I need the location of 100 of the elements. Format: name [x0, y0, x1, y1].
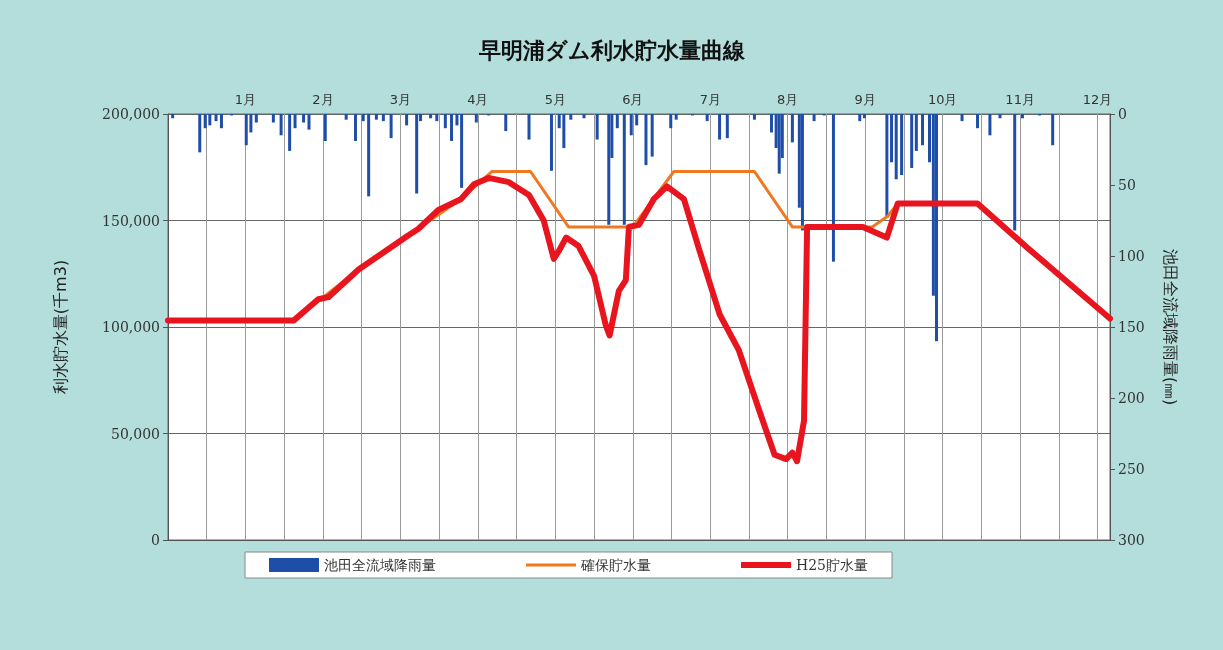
y2-axis-title: 池田全流域降雨量(㎜) — [1160, 248, 1180, 406]
bar — [405, 114, 409, 126]
bar — [203, 114, 207, 129]
bar — [800, 114, 804, 231]
bar — [674, 114, 678, 120]
bar — [831, 114, 835, 262]
x-tick-label: 4月 — [467, 92, 489, 107]
bar — [474, 114, 478, 123]
bar — [450, 114, 454, 141]
y-axis-title: 利水貯水量(千m3) — [50, 259, 70, 395]
bar — [858, 114, 862, 122]
x-tick-label: 1月 — [234, 92, 257, 107]
y-tick-label: 200,000 — [102, 106, 160, 122]
bar — [208, 114, 212, 126]
bar — [862, 114, 866, 119]
y-tick-label: 50,000 — [111, 425, 160, 442]
chart-title: 早明浦ダム利水貯水量曲線 — [477, 37, 746, 63]
bar — [777, 114, 781, 174]
bar — [293, 114, 297, 129]
bar — [582, 114, 586, 119]
bar — [460, 114, 464, 188]
bar — [998, 114, 1002, 119]
bar — [1051, 114, 1055, 146]
bar — [934, 114, 938, 342]
bar — [504, 114, 508, 132]
bar — [725, 114, 729, 139]
legend-label: H25貯水量 — [796, 557, 869, 573]
x-tick-label: 5月 — [544, 92, 566, 107]
x-tick-label: 10月 — [927, 92, 958, 107]
x-tick-label: 7月 — [699, 92, 721, 107]
y-tick-label: 100,000 — [102, 319, 160, 335]
bar — [669, 114, 673, 129]
x-tick-label: 8月 — [777, 92, 799, 107]
bar — [254, 114, 258, 123]
x-tick-label: 6月 — [622, 92, 644, 107]
bar — [988, 114, 992, 136]
bar — [271, 114, 275, 123]
bar — [307, 114, 311, 130]
bar — [607, 114, 611, 225]
bar — [914, 114, 918, 151]
bar — [635, 114, 639, 126]
bar — [361, 114, 365, 122]
bar — [549, 114, 553, 171]
y2-tick-label: 100 — [1118, 248, 1145, 264]
y2-tick-label: 300 — [1118, 532, 1145, 548]
bar — [374, 114, 378, 120]
bar — [244, 114, 248, 146]
bar — [960, 114, 964, 122]
bar — [1020, 114, 1024, 119]
bar — [595, 114, 599, 140]
bar — [976, 114, 980, 129]
bar — [900, 114, 904, 176]
bar — [214, 114, 218, 122]
bar — [812, 114, 816, 122]
bar — [769, 114, 773, 133]
bar — [1013, 114, 1017, 231]
y-tick-label: 150,000 — [102, 212, 160, 229]
legend-label: 確保貯水量 — [580, 557, 651, 573]
bar — [705, 114, 709, 122]
y2-tick-label: 200 — [1118, 390, 1145, 406]
bar — [429, 114, 433, 119]
y2-tick-label: 150 — [1118, 319, 1145, 335]
bar — [279, 114, 283, 136]
bar — [622, 114, 626, 225]
bar — [885, 114, 889, 218]
bar — [344, 114, 348, 120]
bar — [910, 114, 914, 168]
bar — [415, 114, 419, 194]
y2-tick-label: 0 — [1118, 106, 1127, 122]
bar — [389, 114, 393, 139]
bar — [443, 114, 447, 129]
x-tick-label: 11月 — [1005, 92, 1035, 107]
bar — [367, 114, 371, 197]
bar — [644, 114, 648, 166]
bar — [171, 114, 175, 119]
bar — [562, 114, 566, 149]
bar — [790, 114, 794, 143]
bar — [752, 114, 756, 120]
x-tick-label: 9月 — [854, 92, 876, 107]
bar — [323, 114, 327, 141]
bar — [629, 114, 633, 136]
bar — [455, 114, 459, 126]
y-tick-label: 0 — [151, 532, 160, 548]
bar — [569, 114, 573, 120]
x-tick-label: 2月 — [312, 92, 334, 107]
bar — [198, 114, 202, 153]
bar — [353, 114, 357, 141]
y2-tick-label: 50 — [1118, 177, 1136, 193]
bar — [219, 114, 223, 129]
bar — [921, 114, 925, 146]
bar — [650, 114, 654, 157]
x-tick-label: 3月 — [389, 92, 412, 107]
bar — [718, 114, 722, 140]
bar — [890, 114, 894, 163]
bar — [615, 114, 619, 129]
bar — [302, 114, 306, 123]
x-tick-label: 12月 — [1082, 92, 1113, 107]
bar — [527, 114, 531, 140]
y2-tick-label: 250 — [1118, 461, 1145, 477]
bar — [435, 114, 439, 122]
